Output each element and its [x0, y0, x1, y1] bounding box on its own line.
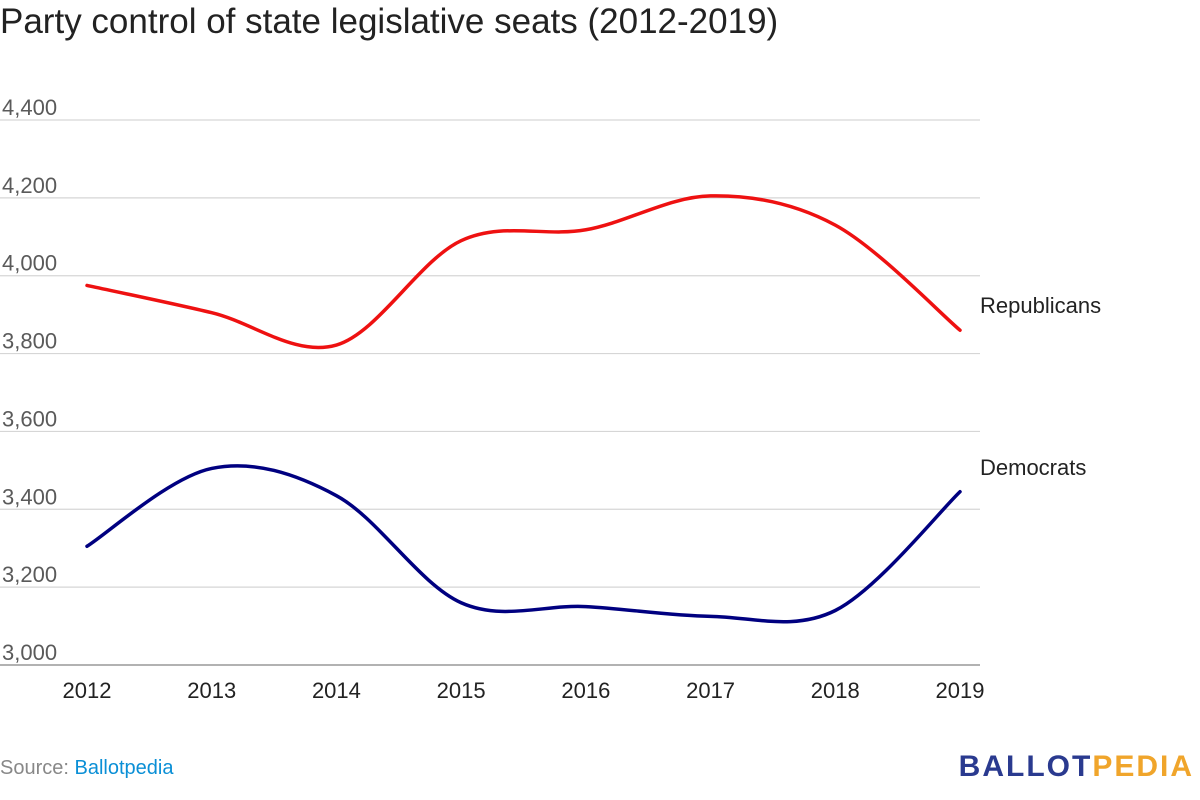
ballotpedia-logo[interactable]: BALLOTPEDIA: [959, 750, 1194, 784]
x-tick-label: 2012: [63, 678, 112, 703]
x-tick-label: 2017: [686, 678, 735, 703]
x-axis-ticks: 2012 2013 2014 2015 2016 2017 2018 2019: [63, 678, 985, 703]
x-tick-label: 2019: [936, 678, 985, 703]
x-tick-label: 2014: [312, 678, 361, 703]
y-tick-label: 4,200: [2, 173, 57, 198]
y-axis-ticks: 3,000 3,200 3,400 3,600 3,800 4,000 4,200 4,400: [2, 95, 57, 665]
x-tick-label: 2015: [437, 678, 486, 703]
x-tick-label: 2018: [811, 678, 860, 703]
source-link[interactable]: Ballotpedia: [74, 757, 174, 779]
source-prefix: Source:: [0, 757, 75, 779]
chart-title: Party control of state legislative seats…: [0, 2, 779, 41]
grid-lines: [0, 119, 980, 666]
y-tick-label: 3,000: [2, 640, 57, 665]
y-tick-label: 3,400: [2, 484, 57, 509]
series-line-republicans: [85, 194, 962, 350]
y-tick-label: 3,800: [2, 329, 57, 354]
series-lines: [85, 194, 962, 624]
series-labels: Republicans Democrats: [980, 293, 1101, 480]
y-tick-label: 4,000: [2, 251, 57, 276]
x-tick-label: 2013: [187, 678, 236, 703]
y-tick-label: 4,400: [2, 95, 57, 120]
x-tick-label: 2016: [561, 678, 610, 703]
series-label-republicans: Republicans: [980, 293, 1101, 318]
y-tick-label: 3,200: [2, 562, 57, 587]
logo-part-pedia: PEDIA: [1092, 750, 1194, 783]
series-line-democrats: [85, 464, 962, 624]
logo-part-ballot: BALLOT: [958, 750, 1093, 783]
series-label-democrats: Democrats: [980, 455, 1086, 480]
y-tick-label: 3,600: [2, 406, 57, 431]
source-note: Source: Ballotpedia: [0, 757, 173, 780]
